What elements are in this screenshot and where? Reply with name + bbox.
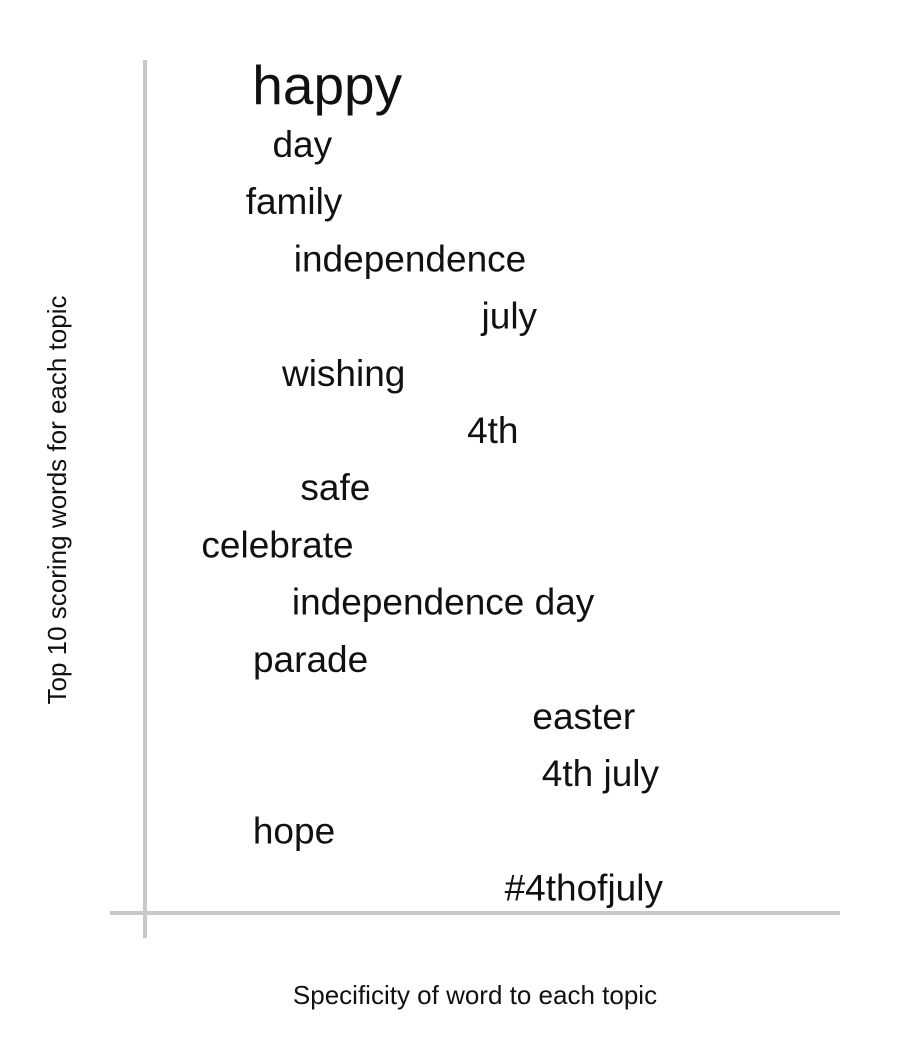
word-label-13: 4th july — [542, 753, 660, 794]
word-label-3: family — [246, 181, 343, 222]
y-axis-title: Top 10 scoring words for each topic — [42, 296, 72, 705]
word-label-5: july — [481, 296, 538, 337]
word-label-9: celebrate — [201, 524, 353, 565]
word-labels-group: happy day family independence july wishing 4th… — [201, 54, 663, 909]
word-label-8: safe — [300, 467, 370, 508]
word-label-11: parade — [253, 639, 368, 680]
word-label-4: independence — [294, 238, 527, 279]
word-label-7: 4th — [467, 410, 518, 451]
word-label-2: day — [272, 124, 332, 165]
word-label-6: wishing — [281, 353, 405, 394]
x-axis-title: Specificity of word to each topic — [293, 980, 657, 1010]
word-label-1: happy — [252, 54, 402, 116]
word-label-10: independence day — [292, 582, 595, 623]
word-label-12: easter — [532, 696, 635, 737]
word-label-15: #4thofjuly — [505, 868, 664, 909]
word-label-14: hope — [253, 810, 335, 851]
